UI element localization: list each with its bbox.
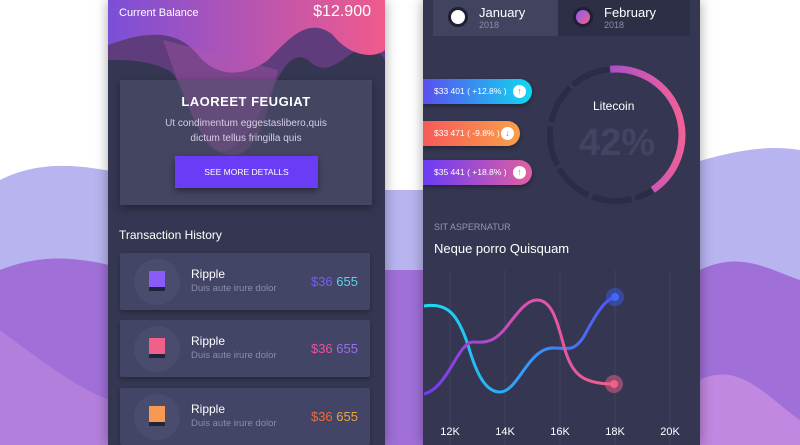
transaction-row[interactable]: Ripple Duis aute irure dolor $36 655 [120, 388, 370, 445]
transaction-name: Ripple [191, 267, 226, 281]
amount-part: 655 [336, 274, 358, 289]
amount-part: 655 [336, 341, 358, 356]
transaction-history-title: Transaction History [119, 228, 222, 242]
ring-progress [546, 65, 686, 205]
balance-value: $12.900 [313, 3, 371, 20]
radio-icon [573, 7, 593, 27]
transaction-desc: Duis aute irure dolor [191, 350, 277, 361]
tab-year: 2018 [479, 20, 500, 30]
transaction-name: Ripple [191, 334, 226, 348]
ring-label: Litecoin [593, 99, 635, 113]
wallet-screen: Current Balance $12.900 LAOREET FEUGIAT … [108, 0, 385, 445]
tab-month: February [604, 5, 657, 20]
arrow-up-icon: ↑ [513, 85, 526, 98]
litecoin-ring [546, 65, 686, 205]
cube-icon [149, 406, 165, 422]
amount-part: $36 [310, 409, 333, 424]
pill-text: $33 401 ( +12.8% ) [434, 86, 507, 96]
cube-icon [149, 338, 165, 354]
tab-february[interactable]: February 2018 [558, 0, 690, 36]
line-chart [423, 270, 671, 445]
stat-pill[interactable]: $33 471 ( -9.8% ) ↓ [423, 121, 520, 146]
series-line-1 [423, 295, 616, 394]
card-title: LAOREET FEUGIAT [181, 94, 311, 109]
series-line-2 [423, 298, 615, 396]
transaction-amount: $36 655 [311, 341, 358, 356]
stat-pill[interactable]: $33 401 ( +12.8% ) ↑ [423, 79, 532, 104]
tab-year: 2018 [604, 20, 625, 30]
transaction-row[interactable]: Ripple Duis aute irure dolor $36 655 [120, 253, 370, 310]
coin-icon-circle [134, 394, 180, 440]
card-text: Ut condimentum eggestaslibero,quis dictu… [165, 118, 327, 144]
stats-screen: January 2018 February 2018 $33 401 ( +12… [423, 0, 700, 445]
transaction-desc: Duis aute irure dolor [191, 283, 277, 294]
arrow-up-icon: ↑ [513, 166, 526, 179]
x-tick: 16K [550, 426, 570, 438]
x-tick: 12K [440, 426, 460, 438]
coin-icon-circle [134, 259, 180, 305]
transaction-row[interactable]: Ripple Duis aute irure dolor $36 655 [120, 320, 370, 377]
transaction-amount: $36 655 [311, 274, 358, 289]
promo-card: LAOREET FEUGIAT Ut condimentum eggestasl… [120, 80, 372, 205]
see-more-details-button[interactable]: SEE MORE DETALLS [175, 156, 318, 188]
current-balance-label: Current Balance [119, 7, 199, 19]
chart-subtitle: SIT ASPERNATUR [434, 222, 511, 232]
transaction-amount: $36 655 [311, 409, 358, 424]
x-tick: 14K [495, 426, 515, 438]
stat-pill[interactable]: $35 441 ( +18.8% ) ↑ [423, 160, 532, 185]
radio-icon [448, 7, 468, 27]
pill-text: $33 471 ( -9.8% ) [434, 128, 500, 138]
transaction-name: Ripple [191, 402, 226, 416]
tab-month: January [479, 5, 526, 20]
tab-january[interactable]: January 2018 [433, 0, 558, 36]
amount-part: 655 [336, 409, 358, 424]
amount-part: $36 [310, 341, 333, 356]
transaction-desc: Duis aute irure dolor [191, 418, 277, 429]
x-tick: 20K [660, 426, 680, 438]
arrow-down-icon: ↓ [501, 127, 514, 140]
coin-icon-circle [134, 326, 180, 372]
amount-part: $36 [310, 274, 333, 289]
cube-icon [149, 271, 165, 287]
ring-percent: 42% [578, 122, 656, 164]
chart-title: Neque porro Quisquam [434, 241, 570, 256]
pill-text: $35 441 ( +18.8% ) [434, 167, 507, 177]
x-tick: 18K [605, 426, 625, 438]
